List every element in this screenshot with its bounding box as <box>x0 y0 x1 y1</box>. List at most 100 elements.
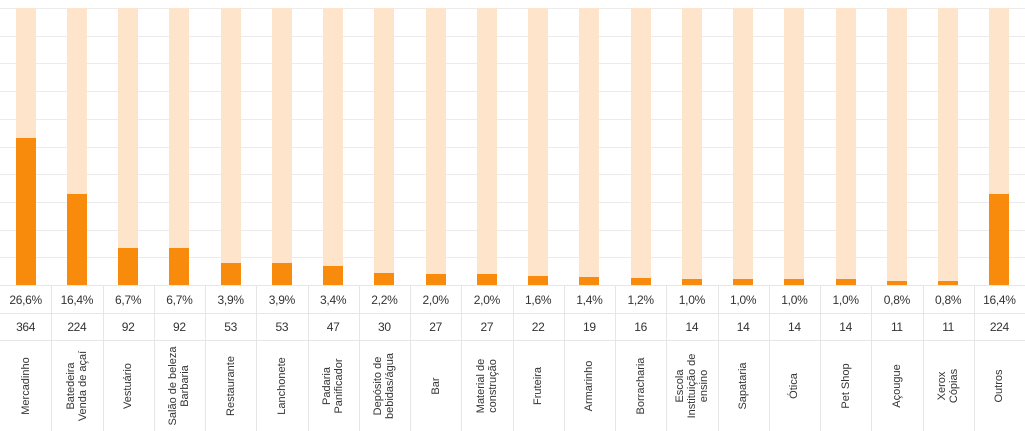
bar <box>169 247 190 285</box>
bar <box>118 247 139 285</box>
col-line <box>563 285 565 431</box>
category-label: Bar <box>429 377 442 395</box>
count-label: 92 <box>121 320 135 334</box>
category-label: Pet Shop <box>839 363 852 409</box>
bar-track <box>784 8 805 285</box>
count-label: 14 <box>736 320 750 334</box>
value-label: 1,2% <box>627 292 654 307</box>
bar <box>681 279 702 285</box>
category-label: Sapataria <box>737 362 750 410</box>
value-label: 1,0% <box>832 292 859 307</box>
bar-track <box>886 8 907 285</box>
col-line <box>871 285 873 431</box>
grid-line <box>0 257 1025 259</box>
count-label: 11 <box>890 320 903 334</box>
col-line <box>512 285 514 431</box>
count-label: 53 <box>275 320 289 334</box>
bar-track <box>169 8 190 285</box>
bar <box>425 273 446 285</box>
bar-track <box>425 8 446 285</box>
count-label: 19 <box>583 320 596 334</box>
col-line <box>307 285 309 431</box>
count-label: 11 <box>942 320 955 334</box>
col-line <box>717 285 719 431</box>
category-label: Restaurante <box>224 356 237 416</box>
count-label: 53 <box>224 320 237 334</box>
col-line <box>461 285 463 431</box>
bar <box>989 194 1010 285</box>
bar <box>15 137 36 285</box>
grid-line <box>0 118 1025 120</box>
col-line <box>973 285 975 431</box>
col-line <box>256 285 258 431</box>
grid-line <box>0 35 1025 37</box>
category-label: Xerox Cópias <box>936 368 961 404</box>
value-label: 1,0% <box>678 292 705 307</box>
grid-line <box>0 91 1025 93</box>
count-label: 92 <box>173 320 186 334</box>
category-label: Lanchonete <box>275 357 288 415</box>
col-line <box>666 285 668 431</box>
grid-line <box>0 229 1025 231</box>
value-label: 0,8% <box>935 292 962 307</box>
category-label: Armarinho <box>583 360 596 412</box>
grid-line <box>0 8 1025 9</box>
value-label: 2,0% <box>473 292 500 307</box>
bar <box>938 280 959 285</box>
col-line <box>153 285 155 431</box>
count-label: 14 <box>839 320 852 334</box>
count-label: 47 <box>326 320 340 334</box>
bar-track <box>835 8 856 285</box>
value-label: 3,9% <box>268 292 295 307</box>
bar <box>374 272 395 285</box>
count-label: 14 <box>788 320 801 334</box>
bar-track <box>733 8 754 285</box>
category-label: Outros <box>993 369 1006 403</box>
col-line <box>768 285 770 431</box>
grid-line <box>0 63 1025 65</box>
bar <box>220 263 241 285</box>
bar-track <box>271 8 292 285</box>
count-label: 14 <box>685 320 699 334</box>
value-label: 1,6% <box>525 292 552 307</box>
category-label: Mercadinho <box>19 357 32 415</box>
bar <box>733 279 754 285</box>
count-label: 224 <box>989 320 1009 334</box>
value-label: 26,6% <box>9 292 42 307</box>
count-label: 27 <box>429 320 442 334</box>
category-label: Açougue <box>890 364 903 408</box>
bar <box>271 263 292 285</box>
value-label: 6,7% <box>166 292 193 307</box>
value-label: 0,8% <box>883 292 910 307</box>
category-label: Escola Instituição de ensino <box>673 353 710 419</box>
bar-track <box>579 8 600 285</box>
category-label: Padaria Panificador <box>321 358 346 414</box>
value-label: 3,9% <box>217 292 244 307</box>
bar <box>66 194 87 285</box>
value-label: 16,4% <box>983 292 1016 307</box>
bar-track <box>374 8 395 285</box>
category-label: Salão de beleza Barbaria <box>167 346 192 426</box>
count-label: 16 <box>634 320 647 334</box>
bar-track <box>118 8 139 285</box>
bar-track <box>630 8 651 285</box>
value-label: 1,4% <box>576 292 603 307</box>
category-label: Material de construção <box>474 358 499 414</box>
value-label: 3,4% <box>320 292 347 307</box>
grid-line <box>0 174 1025 176</box>
count-label: 224 <box>67 320 87 334</box>
value-label: 6,7% <box>115 292 142 307</box>
category-label: Ótica <box>788 373 801 399</box>
bar-track <box>528 8 549 285</box>
bar <box>579 277 600 285</box>
category-label: Vestuário <box>122 363 135 409</box>
col-line <box>820 285 821 431</box>
bar <box>528 276 549 285</box>
col-line <box>205 285 206 431</box>
bar <box>476 273 497 285</box>
bar-track <box>476 8 497 285</box>
grid-line <box>0 146 1025 148</box>
value-label: 1,0% <box>730 292 757 307</box>
category-label: Depósito de bebidas/água <box>372 352 397 420</box>
category-label: Fruteira <box>532 367 545 405</box>
